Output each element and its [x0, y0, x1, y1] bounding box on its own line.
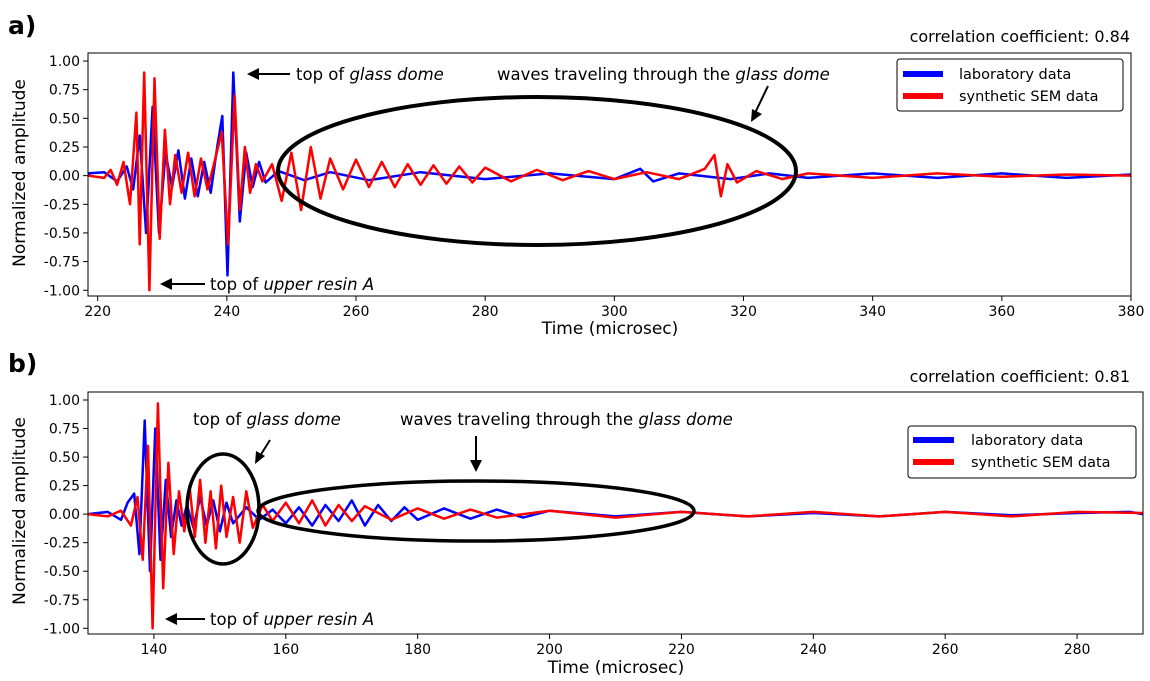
- panel-b-y-tick-label: 0.75: [49, 422, 80, 438]
- panel-a-arrow-waves: [755, 86, 768, 113]
- panel-b-x-tick-label: 220: [668, 642, 695, 658]
- panel-a-x-tick-label: 260: [343, 304, 370, 320]
- panel-a-x-tick-label: 320: [730, 304, 757, 320]
- panel-a-annotation-top-glass-dome: top of glass dome: [296, 65, 444, 84]
- panel-a-y-axis-label: Normalized amplitude: [10, 79, 30, 267]
- panel-a-legend-label-sem: synthetic SEM data: [959, 89, 1099, 105]
- panel-a-arrowhead-glass-dome: [247, 68, 259, 80]
- panel-b-x-tick-label: 200: [536, 642, 563, 658]
- panel-a-annotation-upper-resin: top of upper resin A: [210, 275, 374, 294]
- panel-a-x-tick-label: 340: [859, 304, 886, 320]
- panel-a-y-tick-label: -1.00: [44, 283, 80, 299]
- panel-b-x-tick-label: 140: [141, 642, 168, 658]
- annotation-text-part: upper resin A: [263, 610, 374, 629]
- panel-a-x-tick-label: 380: [1118, 304, 1145, 320]
- panel-a-x-axis-label: Time (microsec): [541, 319, 679, 339]
- panel-b-x-tick-label: 260: [932, 642, 959, 658]
- panel-b-arrowhead-waves: [470, 460, 482, 472]
- panel-a-y-ticks: 1.00 0.75 0.50 0.25 0.00 -0.25 -0.50 -0.75 -1.00: [44, 54, 88, 299]
- panel-b-label: b): [8, 349, 37, 378]
- panel-b-x-tick-label: 240: [800, 642, 827, 658]
- panel-b-legend: laboratory data synthetic SEM data: [908, 426, 1136, 478]
- panel-a-y-tick-label: -0.25: [44, 197, 80, 213]
- panel-a-y-tick-label: 0.75: [49, 83, 80, 99]
- panel-b-y-tick-label: 0.50: [49, 450, 80, 466]
- panel-b-annotation-waves: waves traveling through the glass dome: [400, 410, 733, 429]
- panel-b-x-tick-label: 180: [404, 642, 431, 658]
- panel-b: b) correlation coefficient: 0.81 Normali…: [8, 349, 1143, 678]
- annotation-text-part: top of: [210, 610, 263, 629]
- annotation-text-part: waves traveling through the: [497, 65, 735, 84]
- annotation-text-part: upper resin A: [263, 275, 374, 294]
- panel-a-legend: laboratory data synthetic SEM data: [897, 59, 1123, 111]
- panel-a: a) correlation coefficient: 0.84 Normali…: [8, 11, 1144, 339]
- panel-b-arrowhead-glass-dome: [255, 451, 265, 464]
- panel-a-arrowhead-upper-resin: [160, 278, 172, 290]
- panel-b-legend-label-lab: laboratory data: [971, 433, 1083, 449]
- panel-a-x-tick-label: 300: [601, 304, 628, 320]
- panel-b-x-tick-label: 160: [272, 642, 299, 658]
- panel-b-y-tick-label: -1.00: [44, 621, 80, 637]
- panel-b-y-tick-label: -0.75: [44, 593, 80, 609]
- panel-a-x-ticks: 220 240 260 280 300 320 340 360 380: [84, 296, 1144, 320]
- panel-b-x-axis-label: Time (microsec): [547, 658, 685, 678]
- panel-b-annotation-upper-resin: top of upper resin A: [210, 610, 374, 629]
- panel-b-x-ticks: 140 160 180 200 220 240 260 280: [141, 634, 1091, 658]
- panel-b-arrowhead-upper-resin: [165, 613, 177, 625]
- panel-b-annotation-top-glass-dome: top of glass dome: [193, 410, 341, 429]
- panel-b-legend-label-sem: synthetic SEM data: [971, 455, 1111, 471]
- annotation-text-part: waves traveling through the: [400, 410, 638, 429]
- annotation-text-part: glass dome: [246, 410, 340, 429]
- panel-b-y-ticks: 1.00 0.75 0.50 0.25 0.00 -0.25 -0.50 -0.75 -1.00: [44, 393, 88, 637]
- annotation-text-part: top of: [193, 410, 246, 429]
- panel-b-y-axis-label: Normalized amplitude: [10, 417, 30, 605]
- panel-a-legend-label-lab: laboratory data: [959, 67, 1071, 83]
- panel-a-x-tick-label: 240: [213, 304, 240, 320]
- annotation-text-part: glass dome: [349, 65, 443, 84]
- panel-a-x-tick-label: 220: [84, 304, 111, 320]
- panel-a-annotation-waves: waves traveling through the glass dome: [497, 65, 830, 84]
- panel-a-y-tick-label: 0.00: [49, 169, 80, 185]
- panel-b-y-tick-label: 1.00: [49, 393, 80, 409]
- panel-a-y-tick-label: -0.50: [44, 226, 80, 242]
- panel-a-x-tick-label: 360: [988, 304, 1015, 320]
- panel-a-label: a): [8, 11, 36, 40]
- panel-a-y-tick-label: -0.75: [44, 255, 80, 271]
- panel-a-y-tick-label: 1.00: [49, 54, 80, 70]
- panel-a-x-tick-label: 280: [472, 304, 499, 320]
- panel-b-y-tick-label: -0.50: [44, 564, 80, 580]
- annotation-text-part: top of: [296, 65, 349, 84]
- panel-b-correlation: correlation coefficient: 0.81: [910, 367, 1130, 386]
- panel-a-correlation: correlation coefficient: 0.84: [910, 27, 1130, 46]
- panel-a-y-tick-label: 0.25: [49, 140, 80, 156]
- annotation-text-part: glass dome: [638, 410, 732, 429]
- panel-b-arrow-glass-dome: [260, 440, 270, 456]
- annotation-text-part: top of: [210, 275, 263, 294]
- panel-b-y-tick-label: -0.25: [44, 536, 80, 552]
- panel-b-x-tick-label: 280: [1064, 642, 1091, 658]
- panel-b-y-tick-label: 0.00: [49, 507, 80, 523]
- panel-a-y-tick-label: 0.50: [49, 111, 80, 127]
- panel-b-y-tick-label: 0.25: [49, 479, 80, 495]
- annotation-text-part: glass dome: [735, 65, 829, 84]
